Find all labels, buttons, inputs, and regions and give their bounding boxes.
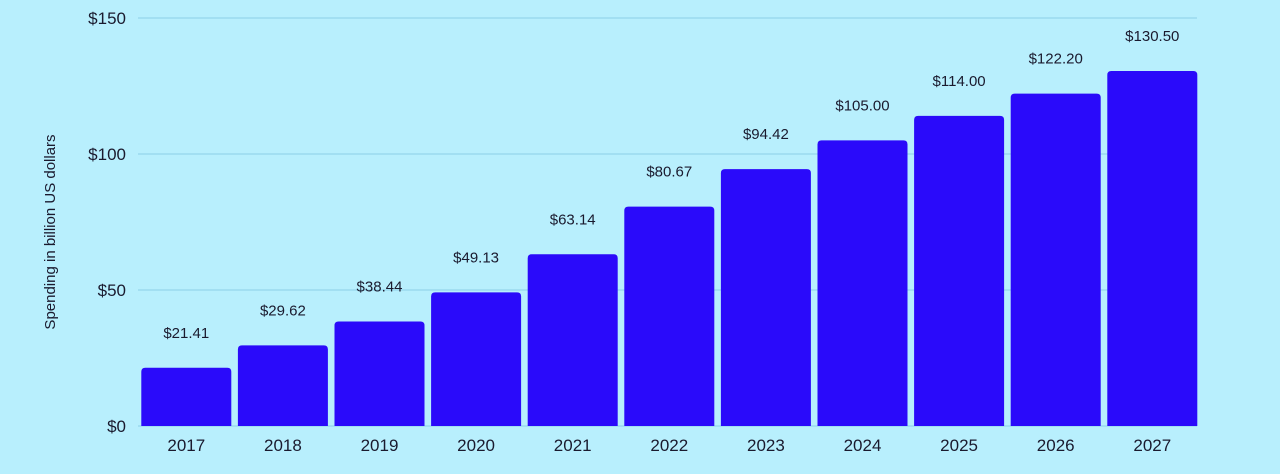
- bar-2020: [431, 292, 522, 426]
- bar-2021: [527, 254, 618, 426]
- value-label: $21.41: [163, 325, 209, 342]
- x-tick-label: 2024: [844, 436, 882, 455]
- value-label: $130.50: [1125, 28, 1179, 45]
- value-label: $105.00: [835, 97, 889, 114]
- bar-2024: [817, 140, 908, 426]
- x-tick-label: 2022: [650, 436, 688, 455]
- y-tick-label: $50: [98, 281, 126, 300]
- x-tick-label: 2021: [554, 436, 592, 455]
- x-tick-label: 2026: [1037, 436, 1075, 455]
- value-label: $29.62: [260, 302, 306, 319]
- x-tick-label: 2020: [457, 436, 495, 455]
- x-tick-label: 2027: [1133, 436, 1171, 455]
- y-axis: $0 $50 $100 $150: [88, 9, 126, 436]
- value-label: $94.42: [743, 126, 789, 143]
- data-labels: $21.41 $29.62 $38.44 $49.13 $63.14 $80.67 $94.…: [163, 28, 1179, 342]
- bar-2018: [237, 345, 328, 426]
- bar-2017: [141, 367, 232, 426]
- bar-2027: [1107, 71, 1198, 426]
- y-tick-label: $150: [88, 9, 126, 28]
- x-tick-label: 2017: [167, 436, 205, 455]
- value-label: $49.13: [453, 249, 499, 266]
- bar-2023: [720, 169, 811, 426]
- x-tick-label: 2025: [940, 436, 978, 455]
- x-tick-label: 2018: [264, 436, 302, 455]
- x-axis: 2017 2018 2019 2020 2021 2022 2023 2024 2025 2026…: [167, 436, 1171, 455]
- y-tick-label: $0: [107, 417, 126, 436]
- value-label: $63.14: [550, 211, 596, 228]
- value-label: $38.44: [357, 278, 403, 295]
- value-label: $114.00: [933, 73, 986, 90]
- bars: [141, 71, 1198, 427]
- value-label: $122.20: [1029, 51, 1083, 68]
- x-tick-label: 2019: [361, 436, 399, 455]
- bar-2026: [1010, 93, 1101, 426]
- bar-2025: [914, 115, 1005, 427]
- value-label: $80.67: [646, 164, 692, 181]
- y-axis-title: Spending in billion US dollars: [42, 134, 59, 329]
- bar-2022: [624, 206, 715, 426]
- bar-2019: [334, 321, 425, 426]
- y-tick-label: $100: [88, 145, 126, 164]
- x-tick-label: 2023: [747, 436, 785, 455]
